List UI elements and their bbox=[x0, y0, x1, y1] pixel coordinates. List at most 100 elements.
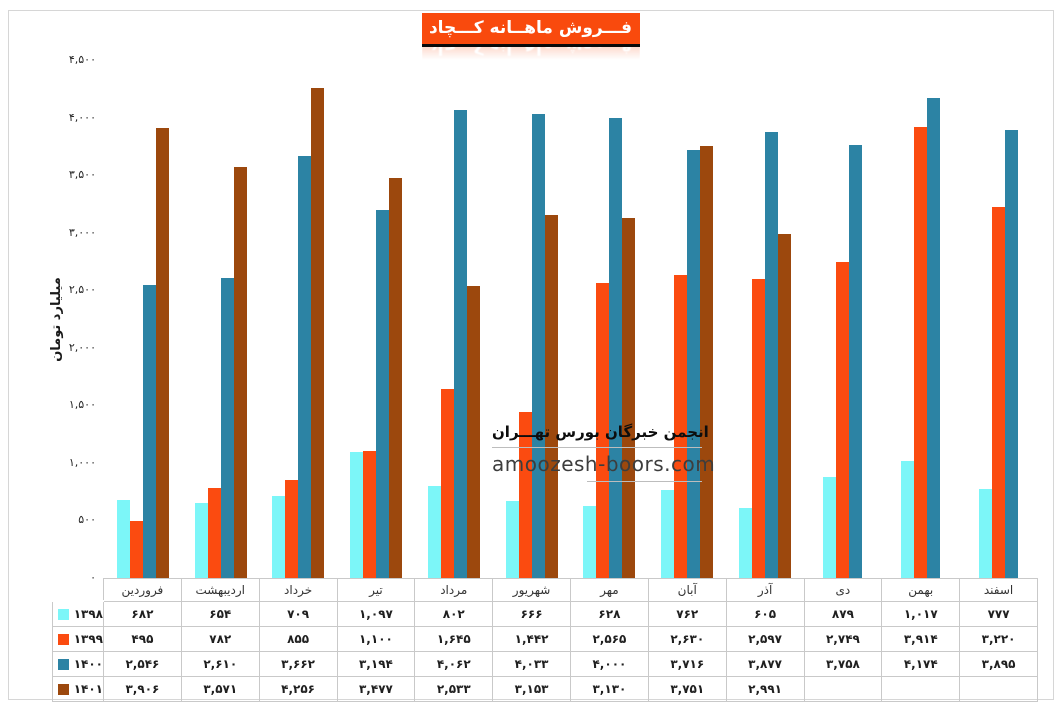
bar-1399-month9 bbox=[751, 279, 765, 578]
y-tick-label: ۰ bbox=[90, 571, 96, 584]
legend-swatch-1400 bbox=[58, 658, 69, 670]
value-cell-1400-month9: ۳,۸۷۷ bbox=[726, 652, 805, 677]
bar-group bbox=[571, 60, 649, 578]
month-header-cell: آبان bbox=[648, 578, 727, 602]
bar-1398-month12 bbox=[978, 488, 992, 578]
bar-1398-month2 bbox=[194, 502, 208, 578]
value-cell-1401-month11 bbox=[882, 677, 961, 702]
bar-1399-month6 bbox=[518, 412, 532, 578]
value-cell-1401-month6: ۳,۱۵۳ bbox=[493, 677, 571, 702]
watermark-divider-bottom bbox=[587, 481, 702, 482]
bar-1401-month8 bbox=[700, 146, 714, 578]
watermark: انجمن خبرگان بورس تهـــران amoozesh-boor… bbox=[492, 423, 715, 482]
bar-group bbox=[493, 60, 571, 578]
bar-1398-month9 bbox=[738, 508, 752, 578]
bar-1399-month5 bbox=[440, 388, 454, 578]
month-header-cell: اردیبهشت bbox=[181, 578, 260, 602]
bar-1399-month2 bbox=[207, 487, 221, 578]
bar-1400-month4 bbox=[376, 210, 390, 578]
bar-1400-month11 bbox=[926, 97, 940, 578]
year-row-label-1401: ۱۴۰۱ bbox=[52, 677, 104, 702]
bar-1398-month3 bbox=[272, 496, 286, 578]
bar-1398-month1 bbox=[116, 499, 130, 578]
bar-group bbox=[648, 60, 726, 578]
legend-swatch-1401 bbox=[58, 683, 69, 695]
value-cell-1400-month10: ۳,۷۵۸ bbox=[804, 652, 883, 677]
value-cell-1399-month9: ۲,۵۹۷ bbox=[726, 627, 805, 652]
y-tick-label: ۳,۰۰۰ bbox=[68, 225, 96, 239]
value-cell-1400-month11: ۴,۱۷۴ bbox=[882, 652, 961, 677]
value-cell-1399-month12: ۳,۲۲۰ bbox=[960, 627, 1038, 652]
value-cell-1399-month3: ۸۵۵ bbox=[259, 627, 338, 652]
chart-title: فـــروش ماهــانه کـــچاد bbox=[421, 13, 640, 47]
value-cell-1399-month1: ۴۹۵ bbox=[104, 627, 182, 652]
value-cell-1400-month6: ۴,۰۳۳ bbox=[493, 652, 571, 677]
bar-1399-month11 bbox=[913, 127, 927, 578]
bar-group bbox=[959, 60, 1037, 578]
bar-group bbox=[726, 60, 804, 578]
bar-1399-month3 bbox=[285, 479, 299, 578]
value-cell-1399-month6: ۱,۴۴۲ bbox=[493, 627, 571, 652]
data-table: فروردین اردیبهشت خرداد تیر مرداد شهریور مهر آبا… bbox=[52, 578, 1038, 702]
bar-1399-month4 bbox=[363, 451, 377, 578]
value-cell-1401-month7: ۳,۱۳۰ bbox=[571, 677, 649, 702]
bar-group bbox=[804, 60, 882, 578]
bar-1400-month8 bbox=[687, 150, 701, 578]
value-cell-1398-month2: ۶۵۴ bbox=[181, 602, 260, 627]
month-header-cell: مرداد bbox=[415, 578, 494, 602]
value-cell-1400-month8: ۳,۷۱۶ bbox=[648, 652, 727, 677]
bar-1400-month7 bbox=[609, 117, 623, 578]
bar-1400-month9 bbox=[764, 131, 778, 578]
bar-group bbox=[882, 60, 960, 578]
bar-1398-month8 bbox=[661, 490, 675, 578]
bar-1401-month1 bbox=[155, 128, 169, 578]
bar-1399-month12 bbox=[991, 207, 1005, 578]
legend-swatch-1399 bbox=[58, 633, 69, 645]
y-tick-label: ۴,۰۰۰ bbox=[68, 110, 96, 124]
value-cell-1398-month7: ۶۲۸ bbox=[571, 602, 649, 627]
month-header-cell: فروردین bbox=[104, 578, 182, 602]
y-tick-label: ۱,۵۰۰ bbox=[68, 398, 96, 412]
y-tick-label: ۱,۰۰۰ bbox=[68, 455, 96, 469]
bar-1400-month6 bbox=[531, 113, 545, 578]
value-cell-1398-month6: ۶۶۶ bbox=[493, 602, 571, 627]
bar-1401-month3 bbox=[311, 88, 325, 578]
y-tick-label: ۵۰۰ bbox=[78, 513, 96, 527]
value-cell-1401-month10 bbox=[804, 677, 883, 702]
value-cell-1400-month2: ۲,۶۱۰ bbox=[181, 652, 260, 677]
bar-1399-month1 bbox=[129, 521, 143, 578]
month-header-cell: خرداد bbox=[259, 578, 338, 602]
bar-1398-month6 bbox=[505, 501, 519, 578]
value-cell-1401-month4: ۳,۴۷۷ bbox=[337, 677, 416, 702]
bar-1398-month7 bbox=[583, 505, 597, 578]
value-cell-1399-month11: ۳,۹۱۴ bbox=[882, 627, 961, 652]
y-tick-label: ۳,۵۰۰ bbox=[68, 168, 96, 182]
y-tick-label: ۴,۵۰۰ bbox=[68, 53, 96, 66]
value-cell-1401-month2: ۳,۵۷۱ bbox=[181, 677, 260, 702]
year-row-label-1399: ۱۳۹۹ bbox=[52, 627, 104, 652]
value-cell-1399-month8: ۲,۶۳۰ bbox=[648, 627, 727, 652]
month-header-cell: تیر bbox=[337, 578, 416, 602]
value-cell-1399-month4: ۱,۱۰۰ bbox=[337, 627, 416, 652]
year-label: ۱۳۹۹ bbox=[73, 632, 103, 646]
bar-1400-month12 bbox=[1004, 129, 1018, 578]
value-cell-1401-month8: ۳,۷۵۱ bbox=[648, 677, 727, 702]
bar-1400-month2 bbox=[220, 277, 234, 578]
year-row-label-1398: ۱۳۹۸ bbox=[52, 602, 104, 627]
bar-1398-month10 bbox=[823, 476, 837, 578]
bar-1398-month11 bbox=[900, 460, 914, 578]
value-cell-1401-month3: ۴,۲۵۶ bbox=[259, 677, 338, 702]
value-cell-1399-month7: ۲,۵۶۵ bbox=[571, 627, 649, 652]
value-cell-1398-month1: ۶۸۲ bbox=[104, 602, 182, 627]
y-tick-label: ۲,۵۰۰ bbox=[68, 283, 96, 297]
bar-1401-month5 bbox=[466, 286, 480, 578]
watermark-text-fa: انجمن خبرگان بورس تهـــران bbox=[492, 423, 709, 441]
bar-1401-month7 bbox=[622, 217, 636, 578]
bar-1398-month5 bbox=[427, 485, 441, 578]
value-cell-1398-month10: ۸۷۹ bbox=[804, 602, 883, 627]
bar-1401-month4 bbox=[389, 177, 403, 578]
plot-area bbox=[104, 60, 1037, 578]
month-header-cell: آذر bbox=[726, 578, 805, 602]
bar-1399-month8 bbox=[674, 275, 688, 578]
